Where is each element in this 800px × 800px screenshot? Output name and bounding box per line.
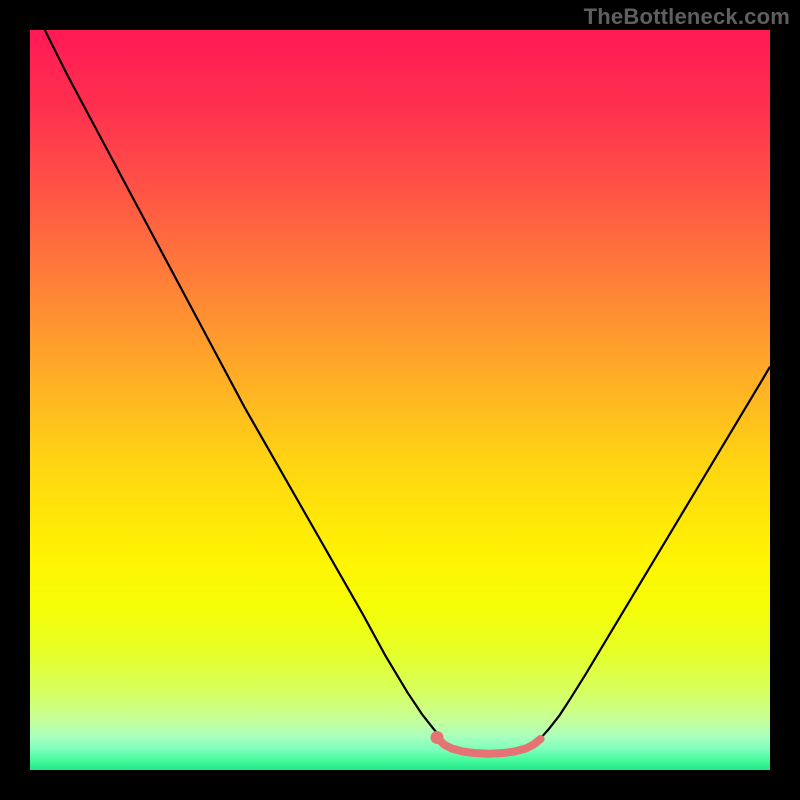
chart-svg [30,30,770,770]
plot-area [30,30,770,770]
plot-frame [30,30,770,770]
highlight-segment-line [437,737,541,753]
watermark-text: TheBottleneck.com [584,4,790,30]
bottleneck-curve-line [45,30,770,755]
chart-container: { "watermark": { "text": "TheBottleneck.… [0,0,800,800]
highlight-start-marker [431,731,444,744]
